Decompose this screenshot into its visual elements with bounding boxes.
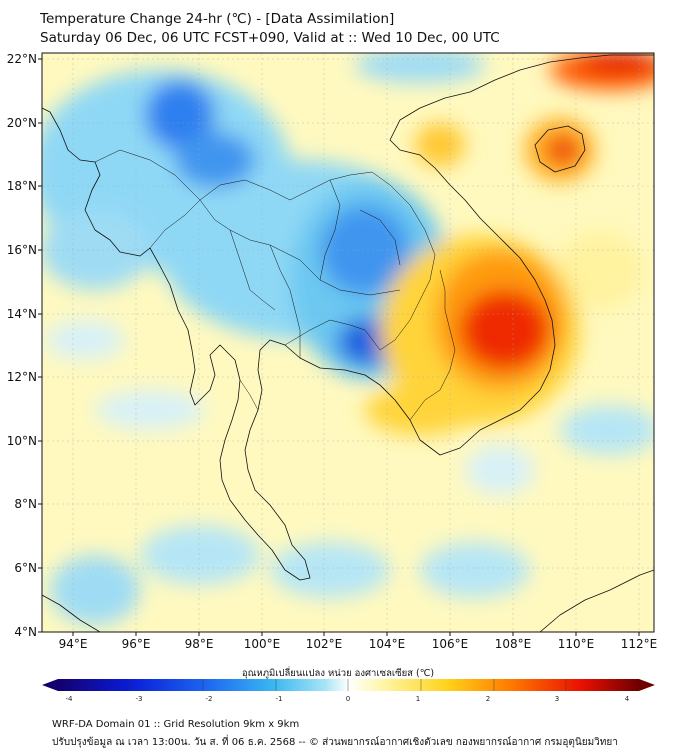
borneo-coast bbox=[539, 569, 654, 632]
axis-ticks bbox=[38, 58, 640, 636]
lat-label: 20°N bbox=[7, 116, 37, 130]
footer-credit: ปรับปรุงข้อมูล ณ เวลา 13:00น. วัน ส. ที่… bbox=[52, 737, 618, 748]
lat-label: 12°N bbox=[7, 370, 37, 384]
lon-label: 106°E bbox=[432, 637, 469, 651]
footer-model-info: WRF-DA Domain 01 :: Grid Resolution 9km … bbox=[52, 719, 300, 730]
lat-label: 18°N bbox=[7, 179, 37, 193]
colorbar-gradient bbox=[58, 679, 639, 691]
colorbar-tick: -4 bbox=[66, 695, 74, 703]
lon-label: 100°E bbox=[244, 637, 281, 651]
colorbar-tick: -1 bbox=[276, 695, 283, 703]
lat-label: 4°N bbox=[14, 625, 37, 639]
lon-label: 112°E bbox=[621, 637, 658, 651]
colorbar-max-arrow bbox=[639, 679, 655, 691]
sumatra-coast bbox=[42, 594, 101, 632]
hainan-island bbox=[534, 125, 586, 173]
colorbar-tick: -3 bbox=[136, 695, 143, 703]
colorbar-min-arrow bbox=[42, 679, 58, 691]
country-borders bbox=[94, 149, 456, 421]
temperature-field bbox=[42, 53, 654, 632]
mainland-coastline bbox=[42, 54, 654, 581]
lon-label: 98°E bbox=[185, 637, 214, 651]
lat-label: 14°N bbox=[7, 307, 37, 321]
lat-label: 8°N bbox=[14, 497, 37, 511]
colorbar-tick: 3 bbox=[555, 695, 559, 703]
colorbar-tick: -2 bbox=[206, 695, 213, 703]
lat-label: 6°N bbox=[14, 561, 37, 575]
map-frame bbox=[41, 52, 655, 633]
coastlines bbox=[42, 54, 654, 632]
lon-label: 96°E bbox=[122, 637, 151, 651]
map-subtitle: Saturday 06 Dec, 06 UTC FCST+090, Valid … bbox=[40, 30, 500, 46]
colorbar: -4 -3 -2 -1 0 1 2 3 4 bbox=[42, 679, 655, 703]
colorbar-tick: 1 bbox=[416, 695, 420, 703]
lat-label: 16°N bbox=[7, 243, 37, 257]
lon-label: 104°E bbox=[369, 637, 406, 651]
colorbar-title: อุณหภูมิเปลี่ยนแปลง หน่วย องศาเซลเซียส (… bbox=[241, 668, 435, 679]
lat-label: 22°N bbox=[7, 52, 37, 66]
lon-label: 108°E bbox=[495, 637, 532, 651]
lon-label: 94°E bbox=[59, 637, 88, 651]
colorbar-tick: 2 bbox=[486, 695, 490, 703]
lon-label: 110°E bbox=[558, 637, 595, 651]
colorbar-tick: 4 bbox=[625, 695, 630, 703]
lat-label: 10°N bbox=[7, 434, 37, 448]
colorbar-tick: 0 bbox=[346, 695, 350, 703]
map-title: Temperature Change 24-hr (℃) - [Data Ass… bbox=[40, 11, 395, 27]
graticule bbox=[42, 53, 654, 632]
lon-label: 102°E bbox=[306, 637, 343, 651]
